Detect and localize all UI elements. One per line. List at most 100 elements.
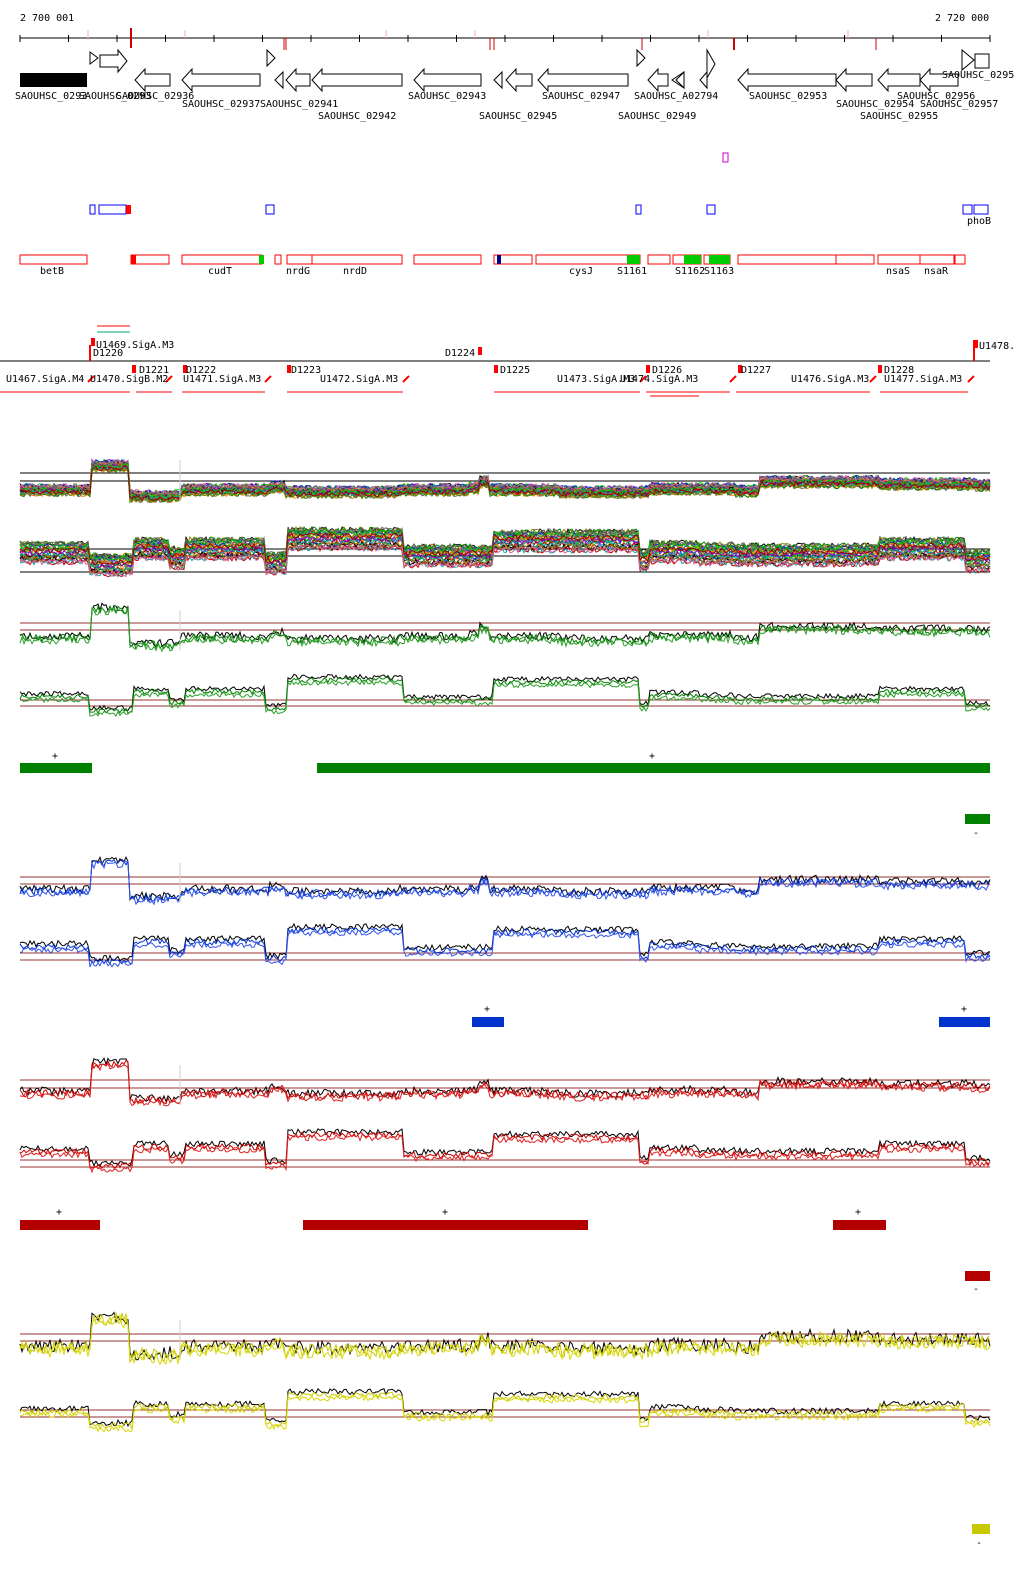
transcript-label[interactable]: D1223 <box>291 365 321 376</box>
annotation-marker[interactable] <box>131 255 136 264</box>
transcript-label[interactable]: D1220 <box>93 348 123 359</box>
gene-label[interactable]: SAOUHSC_02945 <box>479 111 557 122</box>
annotation-box[interactable] <box>311 254 403 265</box>
gene-arrow-small[interactable] <box>706 48 716 80</box>
gene-arrow-minus[interactable] <box>311 67 403 93</box>
transcript-label[interactable]: U1469.SigA.M3 <box>96 340 174 351</box>
blue-feature[interactable] <box>265 204 275 215</box>
segment-bar-blue[interactable] <box>939 1017 990 1027</box>
gene-box[interactable] <box>974 53 990 69</box>
annotation-box[interactable] <box>835 254 875 265</box>
annotation-marker[interactable] <box>684 255 701 264</box>
annotation-box[interactable] <box>877 254 921 265</box>
transcript-label[interactable]: U1474.SigA.M3 <box>620 374 698 385</box>
segment-bar-green[interactable] <box>317 763 990 773</box>
transcript-label[interactable]: U1472.SigA.M3 <box>320 374 398 385</box>
annotation-box[interactable] <box>19 254 88 265</box>
gene-label[interactable]: SAOUHSC_02953 <box>749 91 827 102</box>
gene-arrow-small[interactable] <box>699 70 708 90</box>
gene-arrow-minus[interactable] <box>505 67 533 93</box>
blue-feature[interactable] <box>973 204 989 215</box>
segment-bar-yellow-minus[interactable] <box>972 1524 990 1534</box>
annotation-box[interactable] <box>413 254 482 265</box>
annotation-box[interactable] <box>535 254 641 265</box>
annotation-box[interactable] <box>286 254 313 265</box>
gene-label[interactable]: SAOUHSC_0293 <box>15 91 87 102</box>
gene-label[interactable]: SAOUHSC_02955 <box>860 111 938 122</box>
annotation-box[interactable] <box>274 254 282 265</box>
annotation-box[interactable] <box>919 254 955 265</box>
annotation-box[interactable] <box>181 254 263 265</box>
annotation-box[interactable] <box>493 254 533 265</box>
transcript-label[interactable]: D1221 <box>139 365 169 376</box>
transcript-label[interactable]: U1477.SigA.M3 <box>884 374 962 385</box>
blue-feature-marker[interactable] <box>126 205 131 214</box>
gene-arrow-minus[interactable] <box>285 67 311 93</box>
gene-arrow-minus[interactable] <box>181 67 261 93</box>
annotation-marker[interactable] <box>497 255 501 264</box>
transcript-label[interactable]: D1225 <box>500 365 530 376</box>
gene-arrow-small[interactable] <box>671 71 685 89</box>
annotation-box[interactable] <box>954 254 966 265</box>
blue-feature[interactable] <box>98 204 127 215</box>
gene-arrow-minus[interactable] <box>919 67 959 93</box>
segment-bar-red[interactable] <box>20 1220 100 1230</box>
gene-filled-block[interactable] <box>20 73 87 87</box>
annotation-marker[interactable] <box>259 255 264 264</box>
transcript-label[interactable]: D1228 <box>884 365 914 376</box>
transcript-label[interactable]: D1224 <box>445 348 475 359</box>
gene-label[interactable]: SAOUHSC_A02794 <box>634 91 718 102</box>
gene-label[interactable]: SAOUHSC_02957 <box>920 99 998 110</box>
gene-arrow-small[interactable] <box>274 70 284 90</box>
gene-arrow-small[interactable] <box>493 70 503 90</box>
gene-label[interactable]: SAOUHSC_02942 <box>318 111 396 122</box>
annotation-box[interactable] <box>130 254 170 265</box>
blue-feature[interactable] <box>635 204 642 215</box>
gene-label[interactable]: SAOUHSC_0293 <box>79 91 151 102</box>
gene-label[interactable]: SAOUHSC_02943 <box>408 91 486 102</box>
gene-arrow-minus[interactable] <box>134 67 171 93</box>
gene-label[interactable]: SAOUHSC_02947 <box>542 91 620 102</box>
segment-bar-red-minus[interactable] <box>965 1271 990 1281</box>
gene-arrow-plus[interactable] <box>99 48 128 74</box>
gene-arrow-small[interactable] <box>266 48 276 68</box>
gene-arrow-small[interactable] <box>636 48 646 68</box>
gene-label[interactable]: SAOUHSC_02949 <box>618 111 696 122</box>
gene-label[interactable]: SAOUHSC_02956 <box>897 91 975 102</box>
segment-bar-green[interactable] <box>20 763 92 773</box>
transcript-label[interactable]: U1470.SigB.M2 <box>90 374 168 385</box>
magenta-feature[interactable] <box>722 152 729 163</box>
gene-arrow-minus[interactable] <box>737 67 837 93</box>
transcript-label[interactable]: U1473.SigA.M3 <box>557 374 635 385</box>
annotation-marker[interactable] <box>627 255 640 264</box>
gene-arrow-minus[interactable] <box>647 67 669 93</box>
annotation-box[interactable] <box>647 254 671 265</box>
blue-feature[interactable] <box>89 204 96 215</box>
gene-label[interactable]: SAOUHSC_02954 <box>836 99 914 110</box>
annotation-marker[interactable] <box>709 255 730 264</box>
annotation-box[interactable] <box>737 254 837 265</box>
transcript-label[interactable]: D1222 <box>186 365 216 376</box>
transcript-label[interactable]: U1467.SigA.M4 <box>6 374 84 385</box>
gene-arrow-minus[interactable] <box>537 67 629 93</box>
segment-bar-red[interactable] <box>833 1220 886 1230</box>
gene-arrow-minus[interactable] <box>877 67 921 93</box>
gene-arrow-small[interactable] <box>961 48 975 72</box>
gene-arrow-minus[interactable] <box>835 67 873 93</box>
segment-bar-green-minus[interactable] <box>965 814 990 824</box>
gene-label[interactable]: SAOUHSC_02941 <box>260 99 338 110</box>
gene-arrow-minus[interactable] <box>413 67 482 93</box>
blue-feature[interactable] <box>962 204 973 215</box>
gene-label[interactable]: SAOUHSC_02936 <box>116 91 194 102</box>
segment-bar-red[interactable] <box>303 1220 588 1230</box>
transcript-label[interactable]: D1226 <box>652 365 682 376</box>
transcript-label[interactable]: D1227 <box>741 365 771 376</box>
segment-bar-blue[interactable] <box>472 1017 504 1027</box>
gene-label[interactable]: SAOUHSC_0295 <box>942 70 1014 81</box>
gene-label[interactable]: SAOUHSC_02937 <box>182 99 260 110</box>
blue-feature[interactable] <box>706 204 716 215</box>
transcript-label[interactable]: U1471.SigA.M3 <box>183 374 261 385</box>
transcript-label[interactable]: U1478. <box>979 341 1015 352</box>
gene-arrow-small[interactable] <box>89 51 99 65</box>
transcript-label[interactable]: U1476.SigA.M3 <box>791 374 869 385</box>
